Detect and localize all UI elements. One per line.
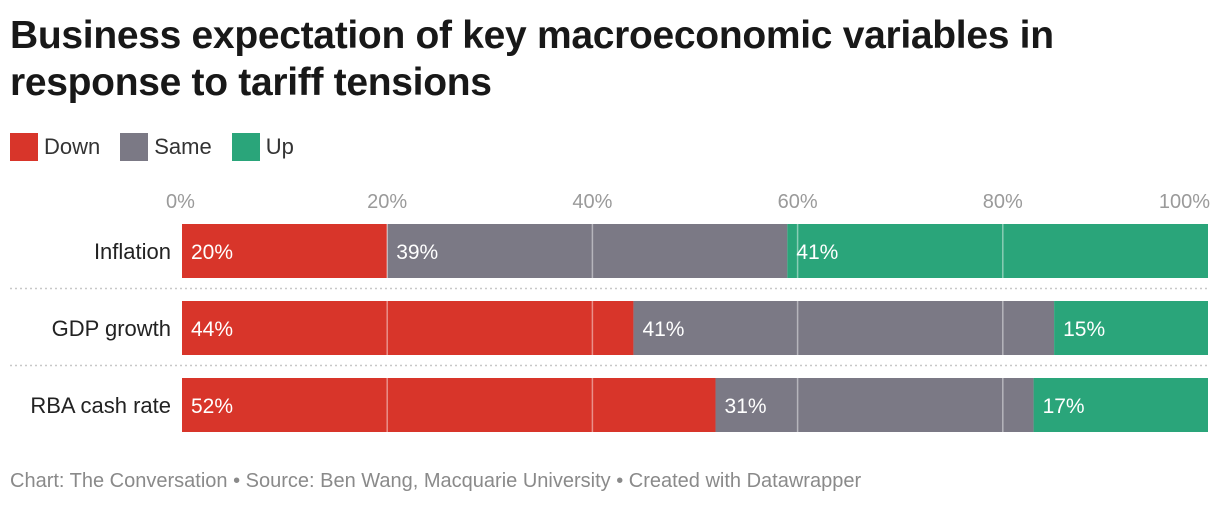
data-label-down-0: 20% <box>191 241 233 264</box>
x-tick-label-100: 100% <box>1159 191 1210 213</box>
legend-swatch-down <box>10 133 38 161</box>
created-credit: Created with Datawrapper <box>628 470 862 492</box>
footer-separator-2: • <box>616 470 629 492</box>
legend-swatch-same <box>120 133 149 161</box>
category-label-2: RBA cash rate <box>30 393 171 418</box>
footer: Chart: The Conversation • Source: Ben Wa… <box>10 470 861 493</box>
chart-credit: Chart: The Conversation <box>10 470 228 492</box>
data-label-same-1: 41% <box>642 318 684 341</box>
bar-segment-down-0 <box>182 224 388 278</box>
legend-label-up: Up <box>265 134 294 159</box>
bar-segment-same-1 <box>633 301 1055 355</box>
data-label-up-2: 17% <box>1043 395 1085 418</box>
x-tick-label-60: 60% <box>778 191 818 213</box>
x-tick-label-0: 0% <box>166 191 195 213</box>
legend-label-down: Down <box>44 134 101 159</box>
source-credit: Source: Ben Wang, Macquarie University <box>245 470 611 492</box>
legend-label-same: Same <box>154 134 212 159</box>
bar-segment-up-0 <box>787 224 1208 278</box>
legend-item-up: Up <box>231 133 294 161</box>
bar-segment-up-1 <box>1054 301 1208 355</box>
data-label-same-0: 39% <box>396 241 438 264</box>
bar-segment-down-1 <box>182 301 634 355</box>
x-tick-label-20: 20% <box>367 191 407 213</box>
stacked-bar-chart: 0% 20% 40% 60% 80% 100% Inflation 20% 39% 41% GDP … <box>10 191 1210 432</box>
data-label-up-0: 41% <box>796 241 838 264</box>
chart-title: Business expectation of key macroeconomi… <box>10 14 1054 104</box>
data-label-down-2: 52% <box>191 395 233 418</box>
bar-segment-down-2 <box>182 378 716 432</box>
bar-segment-same-2 <box>715 378 1034 432</box>
data-label-same-2: 31% <box>725 395 767 418</box>
bar-segment-same-0 <box>387 224 788 278</box>
footer-separator-1: • <box>233 470 246 492</box>
bar-segment-up-2 <box>1033 378 1208 432</box>
data-label-down-1: 44% <box>191 318 233 341</box>
x-tick-label-80: 80% <box>983 191 1023 213</box>
x-tick-label-40: 40% <box>572 191 612 213</box>
category-label-1: GDP growth <box>52 316 171 341</box>
category-label-0: Inflation <box>94 239 171 264</box>
legend: Down Same Up <box>10 132 314 162</box>
data-label-up-1: 15% <box>1063 318 1105 341</box>
legend-swatch-up <box>231 133 260 161</box>
legend-item-same: Same <box>120 133 212 161</box>
legend-item-down: Down <box>10 133 100 161</box>
